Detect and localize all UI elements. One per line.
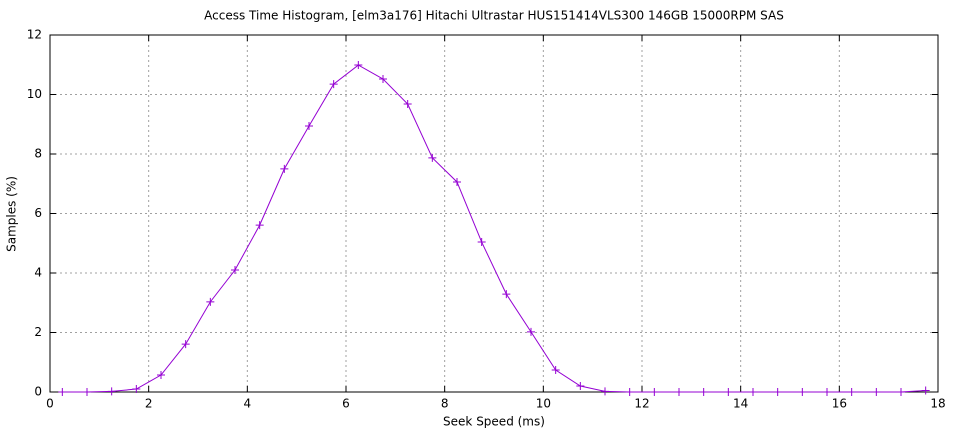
x-tick-label: 4 (244, 397, 252, 411)
data-point (453, 177, 461, 186)
data-point (354, 61, 363, 70)
data-point (379, 75, 387, 84)
x-tick-label: 14 (733, 397, 748, 411)
data-point (724, 388, 733, 396)
data-point (576, 382, 585, 391)
data-point (847, 388, 856, 396)
x-axis-label: Seek Speed (ms) (443, 415, 545, 429)
data-point (255, 221, 264, 230)
data-point (773, 388, 782, 396)
data-point (749, 388, 757, 396)
data-point (231, 266, 239, 275)
data-point (823, 388, 831, 396)
y-axis-label: Samples (%) (5, 176, 19, 252)
y-tick-label: 4 (34, 266, 42, 280)
y-tick-label: 6 (34, 206, 42, 220)
data-point (798, 388, 807, 396)
x-tick-label: 6 (342, 397, 350, 411)
data-point (601, 387, 609, 396)
x-tick-label: 16 (832, 397, 847, 411)
data-point (107, 387, 116, 396)
data-point (699, 388, 708, 396)
chart-title: Access Time Histogram, [elm3a176] Hitach… (204, 9, 784, 23)
data-point (305, 122, 313, 131)
data-point (502, 290, 511, 299)
data-point (527, 327, 535, 336)
data-point (650, 388, 659, 396)
data-point (329, 80, 338, 89)
data-point (58, 388, 67, 396)
data-point (897, 388, 905, 396)
y-tick-label: 12 (27, 28, 42, 42)
data-point (280, 164, 289, 173)
x-tick-label: 18 (930, 397, 945, 411)
data-point (206, 297, 215, 306)
y-tick-label: 8 (34, 147, 42, 161)
x-tick-label: 8 (441, 397, 449, 411)
x-tick-label: 10 (536, 397, 551, 411)
data-point (625, 388, 634, 396)
x-tick-label: 12 (634, 397, 649, 411)
data-point (403, 100, 412, 109)
data-point (477, 238, 486, 247)
data-point (872, 388, 881, 396)
data-line (62, 64, 926, 393)
plot-border (49, 34, 939, 393)
data-point (181, 340, 190, 349)
data-point (675, 388, 683, 396)
y-tick-label: 2 (34, 325, 42, 339)
data-point (157, 371, 165, 380)
data-point (428, 153, 437, 162)
y-tick-label: 10 (27, 87, 42, 101)
data-point (551, 365, 560, 374)
data-point (132, 385, 141, 394)
data-point (83, 388, 91, 396)
data-point (921, 386, 930, 395)
y-tick-label: 0 (34, 385, 42, 399)
x-tick-label: 2 (145, 397, 153, 411)
x-tick-label: 0 (46, 397, 54, 411)
